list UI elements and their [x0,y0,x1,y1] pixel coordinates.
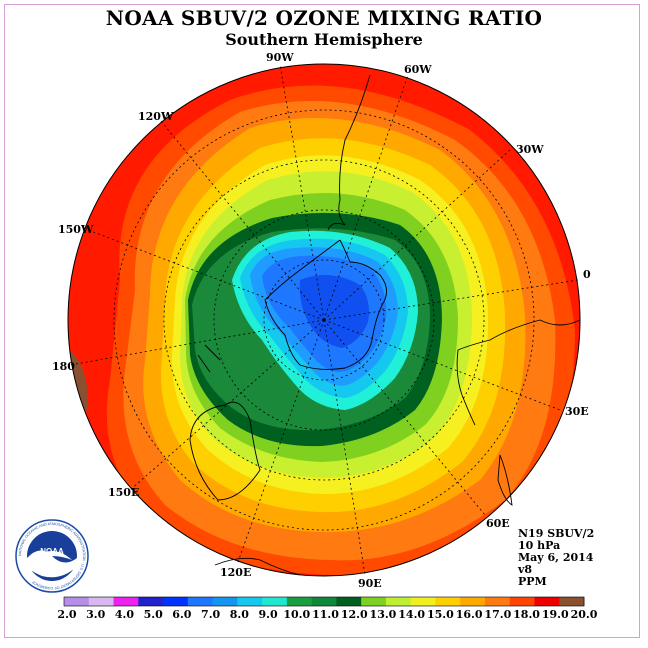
lon-label-30e: 30E [565,405,589,418]
colorbar-tick-label: 15.0 [426,608,454,621]
colorbar-swatch [113,597,139,606]
colorbar [63,596,585,607]
colorbar-swatch [534,597,560,606]
noaa-logo: NOAA NATIONAL OCEANIC AND ATMOSPHERIC AD… [15,519,89,593]
colorbar-tick-label: 9.0 [258,608,278,621]
colorbar-tick-label: 13.0 [369,608,397,621]
colorbar-tick-label: 4.0 [114,608,135,621]
colorbar-swatch [88,597,115,606]
map-subtitle: Southern Hemisphere [225,30,423,49]
info-date: May 6, 2014 [518,551,594,564]
lon-label-60w: 60W [404,63,432,76]
colorbar-swatch [509,597,535,606]
logo-text: NOAA [40,547,64,556]
figure-frame [4,4,640,638]
meridian-90w [279,64,325,321]
colorbar-tick-label: 10.0 [283,608,311,621]
lon-label-120w: 120W [138,110,174,123]
info-level: 10 hPa [518,539,561,552]
coastline-antarctica [264,239,387,370]
latitude-ring-1 [263,259,385,381]
colorbar-tick-label: 19.0 [541,608,569,621]
colorbar-swatch [262,597,288,606]
meridian-60e [323,319,486,516]
lon-label-0: 0 [583,268,591,281]
meridian-30e [323,319,561,411]
colorbar-swatch [163,597,189,606]
colorbar-tick-label: 16.0 [455,608,483,621]
colorbar-swatch [212,597,238,606]
colorbar-swatch [460,597,486,606]
lon-label-30w: 30W [516,143,544,156]
colorbar-tick-label: 12.0 [340,608,368,621]
coastlines [189,74,581,576]
colorbar-tick-label: 3.0 [86,608,106,621]
colorbar-tick-label: 11.0 [312,608,339,621]
meridian-60w [323,74,409,321]
coastline-south-america [327,74,371,231]
colorbar-tick-label: 18.0 [513,608,540,621]
colorbar-tick-label: 7.0 [201,608,221,621]
colorbar-tick-label: 20.0 [570,608,598,621]
coastline-new-zealand [197,344,221,373]
latitude-ring-3 [163,159,485,481]
colorbar-swatch [385,597,412,606]
colorbar-swatch [559,597,585,606]
colorbar-tick-label: 14.0 [398,608,426,621]
colorbar-tick-label: 2.0 [57,608,77,621]
colorbar-swatch [237,597,263,606]
band-deep-blue [299,275,369,348]
lon-label-180: 180 [52,360,75,373]
colorbar-swatch [484,597,511,606]
ozone-contour-fill [68,64,580,576]
colorbar-swatch [361,597,387,606]
info-units: PPM [518,575,547,588]
colorbar-tick-label: 6.0 [172,608,192,621]
logo-bird [32,551,72,560]
latitude-ring-4 [113,109,535,531]
colorbar-swatch [435,597,461,606]
info-version: v8 [518,563,533,576]
info-instrument: N19 SBUV/2 [518,527,595,540]
colorbar-border [63,596,585,607]
lon-label-90e: 90E [358,577,382,590]
meridian-120w [159,119,325,321]
lon-label-120e: 120E [220,566,252,579]
map-disk-border [67,63,581,577]
coastline-australia [189,401,261,501]
graticule [69,64,579,576]
lon-label-90w: 90W [266,51,294,64]
meridian-150w [87,229,325,321]
colorbar-swatch [138,597,164,606]
colorbar-tick-label: 5.0 [143,608,163,621]
colorbar-tick-label: 17.0 [484,608,512,621]
colorbar-swatch [311,597,337,606]
colorbar-swatch [410,597,436,606]
latitude-ring-2 [213,209,435,431]
meridian-90e [323,319,366,576]
map-title: NOAA SBUV/2 OZONE MIXING RATIO [105,6,543,30]
coastline-madagascar [497,454,513,506]
lon-label-150w: 150W [58,223,94,236]
colorbar-swatch [336,597,362,606]
lon-label-60e: 60E [486,517,510,530]
coastline-new-guinea [214,557,301,576]
colorbar-swatch [64,597,90,606]
colorbar-swatch [286,597,313,606]
colorbar-swatch [187,597,214,606]
colorbar-tick-label: 8.0 [229,608,249,621]
lon-label-150e: 150E [108,486,140,499]
